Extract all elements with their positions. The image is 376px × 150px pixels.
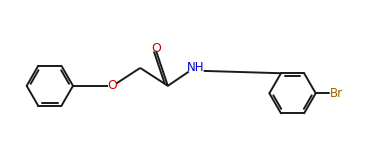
- Text: O: O: [108, 79, 118, 92]
- Text: Br: Br: [330, 87, 343, 100]
- Text: O: O: [151, 42, 161, 55]
- Text: NH: NH: [187, 61, 204, 74]
